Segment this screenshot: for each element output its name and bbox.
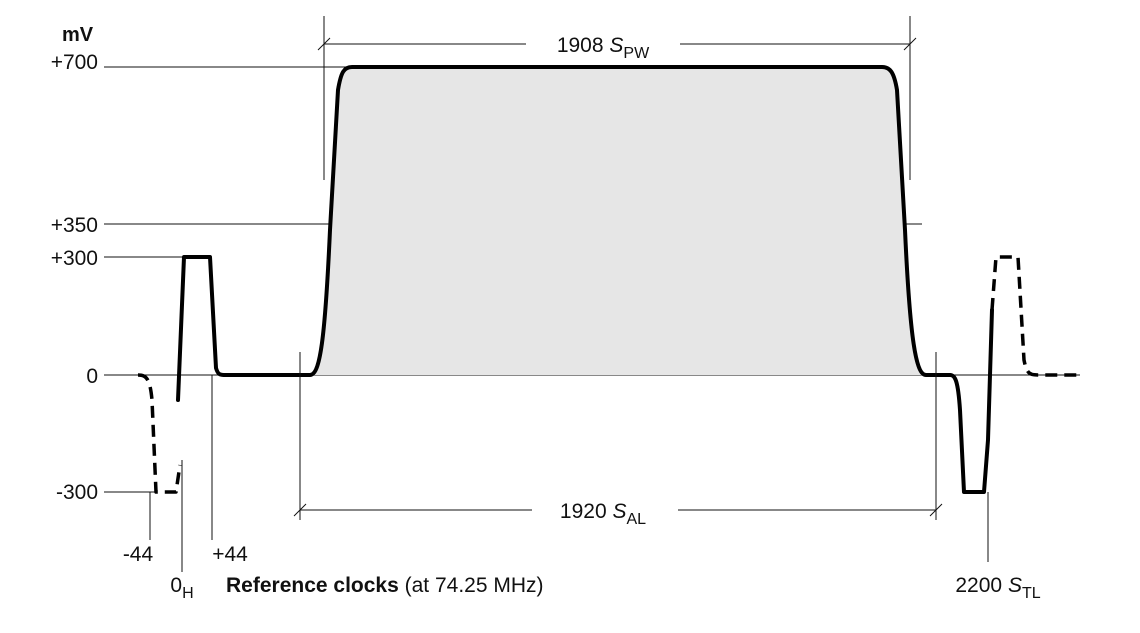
sync-pulse-right-solid xyxy=(948,308,994,494)
y-tick-plus300: +300 xyxy=(51,247,98,270)
dim-top-label: 1908 SPW xyxy=(557,34,650,62)
sync-pulse-right-dashed xyxy=(990,255,1078,377)
x-axis-title: Reference clocks (at 74.25 MHz) xyxy=(226,574,544,597)
x-tick-stl: 2200 STL xyxy=(955,574,1040,602)
y-tick-plus700: +700 xyxy=(51,51,98,74)
sync-pulse-left xyxy=(176,255,302,402)
dim-top-tick-right xyxy=(903,37,917,51)
y-tick-zero: 0 xyxy=(86,365,98,388)
dim-bottom-label: 1920 SAL xyxy=(560,500,646,528)
active-pulse xyxy=(298,65,952,377)
y-axis-unit: mV xyxy=(62,24,94,46)
y-tick-minus300: -300 xyxy=(56,481,98,504)
active-pulse-fill xyxy=(300,67,935,375)
dim-top-tick-left xyxy=(317,37,331,51)
x-tick-minus44: -44 xyxy=(123,543,154,566)
dim-bottom-tick-right xyxy=(929,503,943,517)
x-tick-zero-h: 0H xyxy=(170,574,193,602)
x-tick-plus44: +44 xyxy=(212,543,248,566)
dim-bottom-tick-left xyxy=(293,503,307,517)
sync-pulse-left-dashed xyxy=(137,373,182,494)
y-tick-plus350: +350 xyxy=(51,214,98,237)
